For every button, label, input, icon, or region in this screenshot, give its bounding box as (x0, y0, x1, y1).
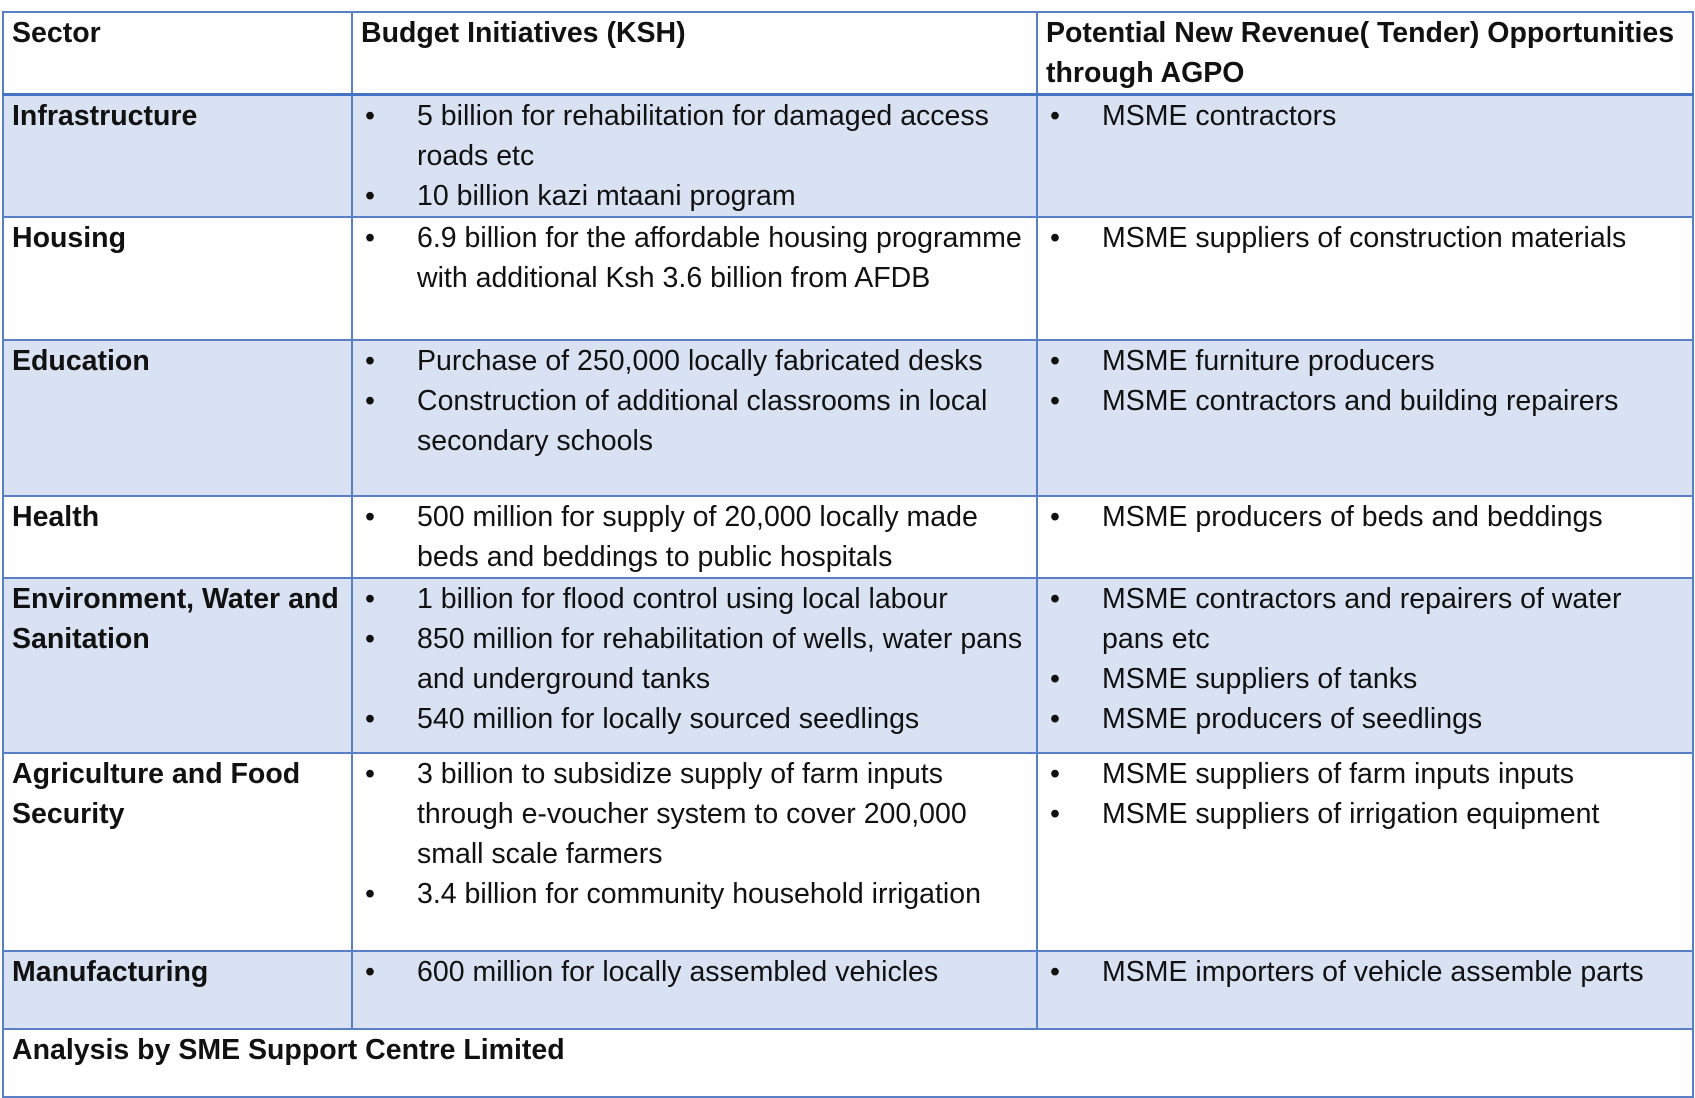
list-item: MSME contractors and building repairers (1046, 381, 1684, 421)
sector-cell: Environment, Water and Sanitation (2, 577, 353, 754)
list-item: MSME producers of beds and beddings (1046, 497, 1684, 537)
revenue-cell: MSME suppliers of farm inputs inputsMSME… (1036, 752, 1694, 952)
budget-table: Sector Budget Initiatives (KSH) Potentia… (2, 11, 1694, 1098)
sector-cell: Manufacturing (2, 950, 353, 1030)
list-item: 3.4 billion for community household irri… (361, 874, 1028, 914)
header-revenue: Potential New Revenue( Tender) Opportuni… (1036, 11, 1694, 96)
revenue-cell: MSME contractors (1036, 93, 1694, 218)
list-item: MSME contractors (1046, 96, 1684, 136)
table-row: Health500 million for supply of 20,000 l… (2, 495, 1694, 579)
list-item: MSME furniture producers (1046, 341, 1684, 381)
list-item: MSME suppliers of construction materials (1046, 218, 1684, 258)
list-item: Purchase of 250,000 locally fabricated d… (361, 341, 1028, 381)
list-item: 6.9 billion for the affordable housing p… (361, 218, 1028, 298)
budget-cell: 5 billion for rehabilitation for damaged… (351, 93, 1038, 218)
budget-list: 1 billion for flood control using local … (361, 579, 1028, 739)
list-item: Construction of additional classrooms in… (361, 381, 1028, 461)
sector-cell: Health (2, 495, 353, 579)
list-item: MSME suppliers of tanks (1046, 659, 1684, 699)
table-row: Environment, Water and Sanitation 1 bill… (2, 577, 1694, 754)
list-item: 10 billion kazi mtaani program (361, 176, 1028, 216)
list-item: 540 million for locally sourced seedling… (361, 699, 1028, 739)
list-item: 5 billion for rehabilitation for damaged… (361, 96, 1028, 176)
table-row: Agriculture and Food Security3 billion t… (2, 752, 1694, 952)
budget-cell: 500 million for supply of 20,000 locally… (351, 495, 1038, 579)
footer-note: Analysis by SME Support Centre Limited (2, 1028, 1694, 1098)
revenue-list: MSME importers of vehicle assemble parts (1046, 952, 1684, 992)
budget-list: 5 billion for rehabilitation for damaged… (361, 96, 1028, 216)
header-sector: Sector (2, 11, 353, 96)
revenue-list: MSME suppliers of construction materials (1046, 218, 1684, 258)
list-item: MSME suppliers of farm inputs inputs (1046, 754, 1684, 794)
list-item: 850 million for rehabilitation of wells,… (361, 619, 1028, 699)
revenue-list: MSME contractors (1046, 96, 1684, 136)
revenue-list: MSME contractors and repairers of water … (1046, 579, 1684, 739)
list-item: 3 billion to subsidize supply of farm in… (361, 754, 1028, 874)
list-item: 600 million for locally assembled vehicl… (361, 952, 1028, 992)
revenue-cell: MSME producers of beds and beddings (1036, 495, 1694, 579)
list-item: 500 million for supply of 20,000 locally… (361, 497, 1028, 577)
list-item: MSME producers of seedlings (1046, 699, 1684, 739)
footer-row: Analysis by SME Support Centre Limited (2, 1028, 1694, 1098)
sector-cell: Education (2, 339, 353, 497)
budget-list: 500 million for supply of 20,000 locally… (361, 497, 1028, 577)
budget-cell: 3 billion to subsidize supply of farm in… (351, 752, 1038, 952)
header-row: Sector Budget Initiatives (KSH) Potentia… (2, 11, 1694, 96)
budget-list: 3 billion to subsidize supply of farm in… (361, 754, 1028, 914)
revenue-list: MSME furniture producersMSME contractors… (1046, 341, 1684, 421)
sector-cell: Infrastructure (2, 93, 353, 218)
budget-cell: Purchase of 250,000 locally fabricated d… (351, 339, 1038, 497)
sector-cell: Housing (2, 216, 353, 341)
revenue-cell: MSME suppliers of construction materials (1036, 216, 1694, 341)
revenue-list: MSME suppliers of farm inputs inputsMSME… (1046, 754, 1684, 834)
budget-cell: 600 million for locally assembled vehicl… (351, 950, 1038, 1030)
list-item: MSME suppliers of irrigation equipment (1046, 794, 1684, 834)
revenue-cell: MSME furniture producersMSME contractors… (1036, 339, 1694, 497)
budget-list: 6.9 billion for the affordable housing p… (361, 218, 1028, 298)
budget-cell: 6.9 billion for the affordable housing p… (351, 216, 1038, 341)
list-item: MSME contractors and repairers of water … (1046, 579, 1684, 659)
table-row: EducationPurchase of 250,000 locally fab… (2, 339, 1694, 497)
table-row: Housing 6.9 billion for the affordable h… (2, 216, 1694, 341)
budget-list: 600 million for locally assembled vehicl… (361, 952, 1028, 992)
table-row: Manufacturing600 million for locally ass… (2, 950, 1694, 1030)
table-row: Infrastructure5 billion for rehabilitati… (2, 93, 1694, 218)
revenue-list: MSME producers of beds and beddings (1046, 497, 1684, 537)
revenue-cell: MSME importers of vehicle assemble parts (1036, 950, 1694, 1030)
sector-cell: Agriculture and Food Security (2, 752, 353, 952)
header-budget: Budget Initiatives (KSH) (351, 11, 1038, 96)
budget-cell: 1 billion for flood control using local … (351, 577, 1038, 754)
list-item: 1 billion for flood control using local … (361, 579, 1028, 619)
budget-list: Purchase of 250,000 locally fabricated d… (361, 341, 1028, 461)
list-item: MSME importers of vehicle assemble parts (1046, 952, 1684, 992)
revenue-cell: MSME contractors and repairers of water … (1036, 577, 1694, 754)
